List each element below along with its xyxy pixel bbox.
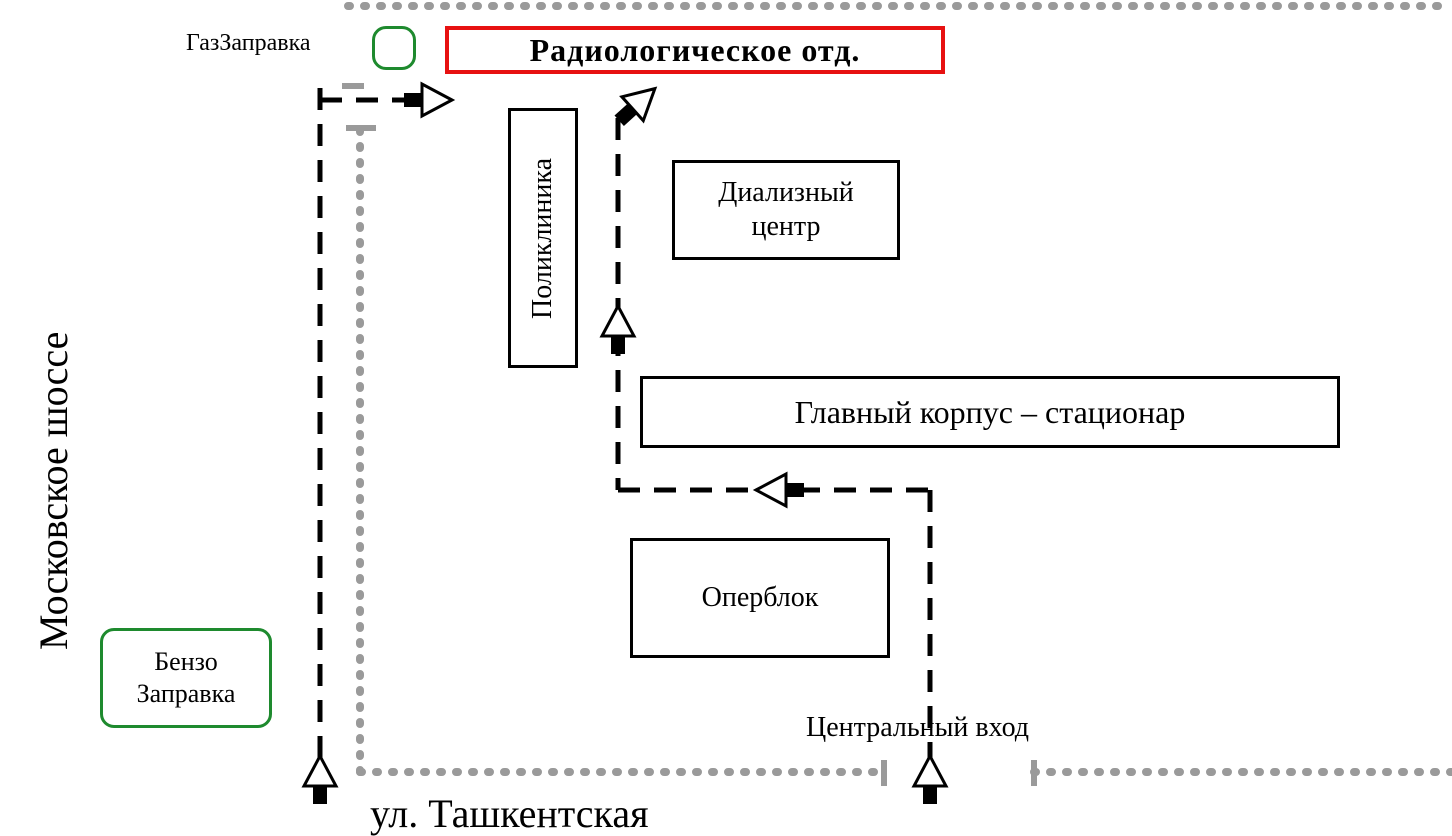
road-label-tashkentskaya: ул. Ташкентская — [370, 790, 649, 836]
arrow-right-icon — [404, 84, 452, 116]
road-label-moskovskoe: Московское шоссе — [30, 200, 77, 650]
building-dialysis-label-2: центр — [752, 210, 821, 244]
label-gas-station: ГазЗаправка — [186, 30, 311, 57]
label-main-entrance: Центральный вход — [806, 712, 1029, 744]
building-dialysis-label-1: Диализный — [718, 176, 854, 210]
arrow-up-icon — [602, 306, 634, 354]
building-main: Главный корпус – стационар — [640, 376, 1340, 448]
building-operblock: Оперблок — [630, 538, 890, 658]
building-policlinic: Поликлиника — [508, 108, 578, 368]
building-policlinic-label: Поликлиника — [527, 158, 559, 319]
arrow-up-icon — [304, 756, 336, 804]
building-dialysis: Диализный центр — [672, 160, 900, 260]
building-benzo-label-2: Заправка — [137, 678, 236, 711]
building-radiology-label: Радиологическое отд. — [530, 32, 861, 69]
building-benzo-label-1: Бензо — [154, 646, 218, 679]
marker-gas-station — [372, 26, 416, 70]
arrow-left-icon — [756, 474, 804, 506]
arrow-up-icon — [914, 756, 946, 804]
building-main-label: Главный корпус – стационар — [795, 394, 1186, 431]
building-operblock-label: Оперблок — [702, 582, 819, 614]
building-radiology: Радиологическое отд. — [445, 26, 945, 74]
building-benzo: Бензо Заправка — [100, 628, 272, 728]
